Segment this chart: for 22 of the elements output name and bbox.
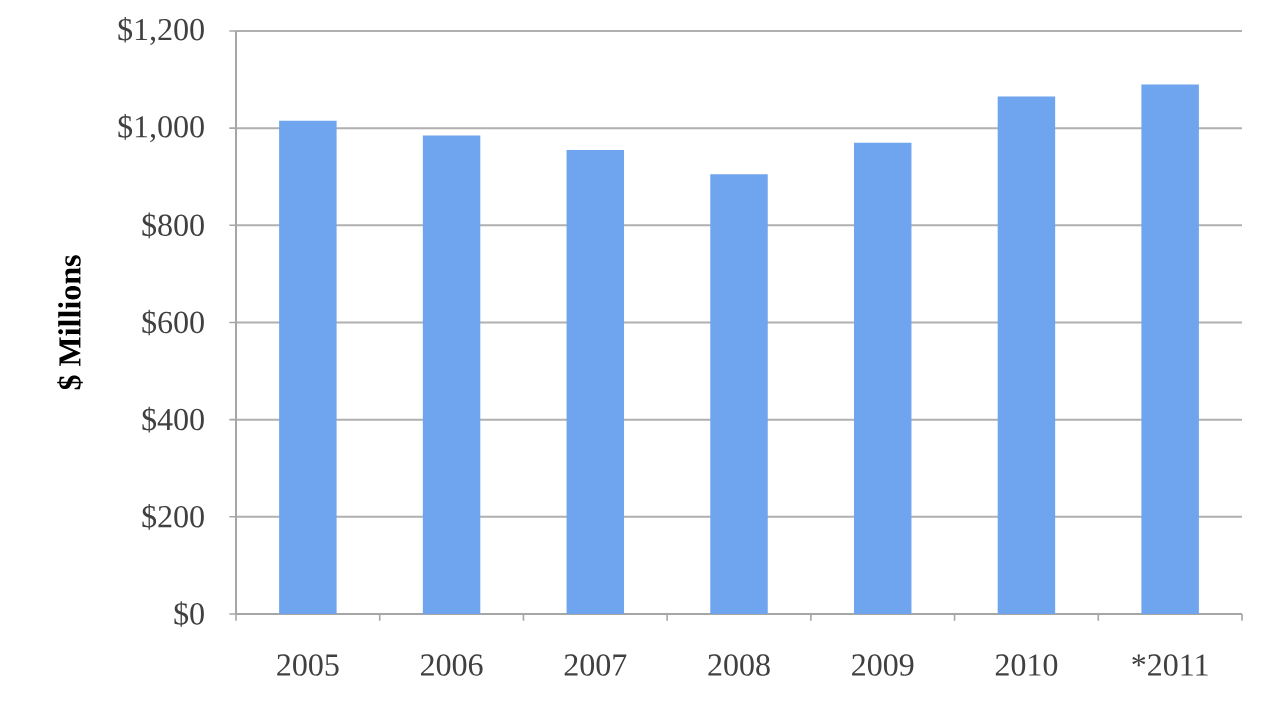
x-tick-label: 2008 xyxy=(708,654,770,676)
bar xyxy=(710,174,768,614)
y-axis-title: $ Millions xyxy=(57,255,83,390)
x-tick-label: 2005 xyxy=(277,654,339,676)
x-tick-label: 2009 xyxy=(852,654,914,676)
y-tick-label: $800 xyxy=(142,212,204,239)
bar xyxy=(1141,84,1199,614)
bar xyxy=(853,142,912,614)
bar xyxy=(997,96,1056,614)
y-tick-label: $200 xyxy=(142,504,204,530)
bar xyxy=(566,150,625,614)
bar xyxy=(422,135,481,614)
y-tick-label: $1,200 xyxy=(118,16,204,46)
y-tick-label: $400 xyxy=(142,406,204,433)
x-tick-label: 2010 xyxy=(995,654,1058,676)
x-tick-label: *2011 xyxy=(1132,654,1208,676)
y-tick-label: $0 xyxy=(174,601,204,627)
x-tick-label: 2007 xyxy=(564,654,627,676)
bar xyxy=(279,120,337,614)
y-tick-label: $600 xyxy=(142,309,204,336)
x-tick-label: 2006 xyxy=(420,654,483,676)
y-tick-label: $1,000 xyxy=(118,114,204,143)
